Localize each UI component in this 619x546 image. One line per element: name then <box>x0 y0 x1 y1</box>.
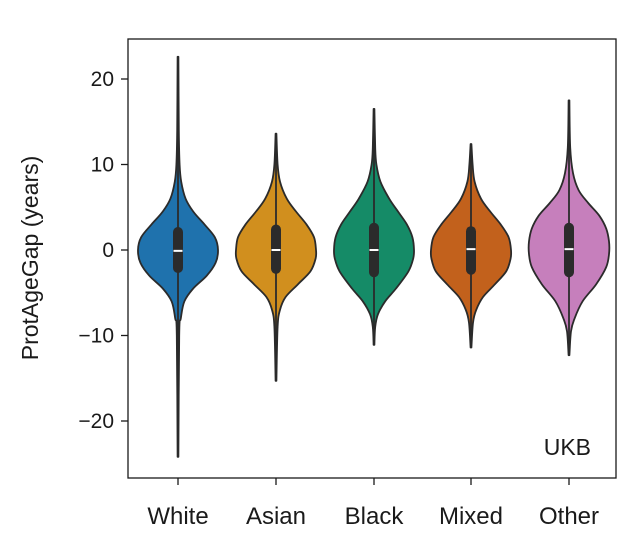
y-axis-title: ProtAgeGap (years) <box>17 156 43 361</box>
dataset-annotation: UKB <box>544 434 591 460</box>
violins <box>137 55 611 458</box>
x-label-asian: Asian <box>246 503 306 530</box>
x-label-mixed: Mixed <box>439 503 503 530</box>
y-tick-label: 0 <box>102 239 114 262</box>
y-tick-label: −10 <box>78 325 114 348</box>
x-label-black: Black <box>345 503 405 530</box>
y-tick-label: 20 <box>91 68 114 91</box>
y-axis-ticks: 20 10 0 −10 −20 <box>78 68 128 433</box>
y-tick-label: −20 <box>78 410 114 433</box>
x-label-white: White <box>147 503 208 530</box>
x-label-other: Other <box>539 503 599 530</box>
x-axis-labels: White Asian Black Mixed Other <box>147 478 599 530</box>
y-tick-label: 10 <box>91 154 114 177</box>
plot-frame <box>127 38 617 479</box>
